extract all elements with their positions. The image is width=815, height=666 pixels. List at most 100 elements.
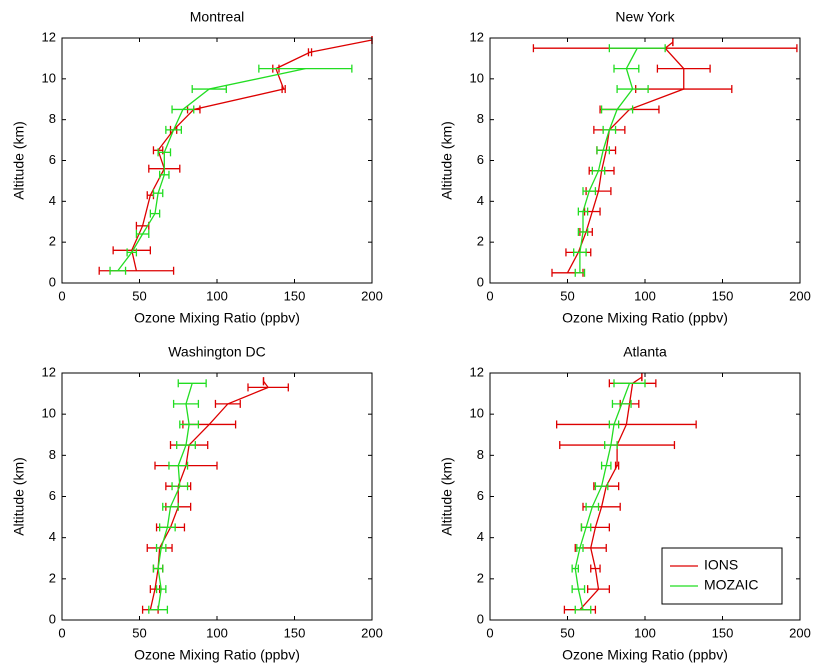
y-tick-label: 8 [49,447,56,462]
error-bar [585,502,600,511]
error-bar [162,502,179,511]
y-tick-label: 8 [477,111,484,126]
y-tick-label: 6 [477,488,484,503]
x-tick-label: 100 [634,288,656,303]
legend-label: IONS [704,557,738,573]
error-bar [307,48,313,57]
x-tick-label: 200 [361,288,383,303]
y-tick-label: 2 [49,234,56,249]
error-bar [602,125,617,134]
error-bar [596,146,610,155]
y-axis-label: Altitude (km) [439,121,455,200]
error-bar [613,64,640,73]
x-tick-label: 100 [634,625,656,640]
subplot-title: Atlanta [623,344,667,360]
error-bar [158,523,176,532]
error-bar [577,227,589,236]
x-tick-label: 50 [132,288,146,303]
error-bar [616,85,649,94]
error-bar [604,441,618,450]
error-bar [247,383,289,392]
y-tick-label: 6 [477,152,484,167]
x-tick-label: 0 [486,625,493,640]
error-bar [191,85,227,94]
subplot-title: Montreal [190,9,244,25]
y-tick-label: 6 [49,488,56,503]
error-bar [155,585,167,594]
y-tick-label: 4 [49,193,56,208]
subplot: Atlanta Ozone Mixing Ratio (ppbv) Altitude… [439,344,811,663]
error-bar [176,441,196,450]
y-tick-label: 0 [49,274,56,289]
y-tick-label: 12 [470,364,484,379]
error-bar [152,564,164,573]
legend-box [661,547,783,605]
error-bar [582,187,597,196]
error-bar [590,564,601,573]
x-tick-label: 200 [789,625,811,640]
y-axis-label: Altitude (km) [439,457,455,536]
error-bar [177,379,207,388]
profile-line [574,383,631,610]
error-bar [580,523,592,532]
error-bar [152,189,164,198]
error-bar [571,585,586,594]
profile-line [149,380,270,610]
subplot-title: New York [615,9,675,25]
error-bar [577,207,589,216]
y-tick-label: 4 [477,193,484,208]
error-bar [172,399,200,408]
error-bar [591,166,606,175]
x-tick-label: 50 [560,625,574,640]
x-tick-label: 150 [712,625,734,640]
y-axis-label: Altitude (km) [11,121,27,200]
y-tick-label: 12 [42,364,56,379]
x-axis-label: Ozone Mixing Ratio (ppbv) [134,647,300,663]
x-tick-label: 100 [206,625,228,640]
profile-line [579,376,643,611]
error-bar [571,564,579,573]
error-bar [573,248,587,257]
error-bar [608,44,666,53]
error-bar [258,64,353,73]
error-bar [587,585,610,594]
error-bar [179,420,200,429]
error-bar [171,482,189,491]
axes-box [489,372,801,621]
axes-box [61,37,373,284]
y-tick-label: 6 [49,152,56,167]
x-tick-label: 50 [132,625,146,640]
y-tick-label: 0 [477,611,484,626]
error-bar [165,125,183,134]
x-tick-label: 200 [361,625,383,640]
y-tick-label: 2 [477,234,484,249]
error-bar [112,246,152,255]
y-tick-label: 10 [42,70,56,85]
error-bar [613,379,646,388]
x-tick-label: 50 [560,288,574,303]
error-bar [600,461,612,470]
error-bar [574,268,586,277]
y-tick-label: 4 [477,529,484,544]
subplot: Washington DC Ozone Mixing Ratio (ppbv) Al… [11,344,383,663]
y-tick-label: 12 [42,29,56,44]
y-tick-label: 10 [42,406,56,421]
axes-box [61,372,373,621]
y-tick-label: 10 [470,70,484,85]
error-bar [614,461,620,470]
y-tick-label: 2 [49,570,56,585]
x-tick-label: 200 [789,288,811,303]
axes-box [489,37,801,284]
y-tick-label: 0 [477,274,484,289]
y-tick-label: 4 [49,529,56,544]
y-tick-label: 10 [470,406,484,421]
y-tick-label: 8 [477,447,484,462]
error-bar [149,209,161,218]
x-axis-label: Ozone Mixing Ratio (ppbv) [134,310,300,326]
error-bar [608,420,620,429]
error-bar [158,170,170,179]
y-tick-label: 2 [477,570,484,585]
x-tick-label: 0 [486,288,493,303]
profile-line [131,39,373,271]
